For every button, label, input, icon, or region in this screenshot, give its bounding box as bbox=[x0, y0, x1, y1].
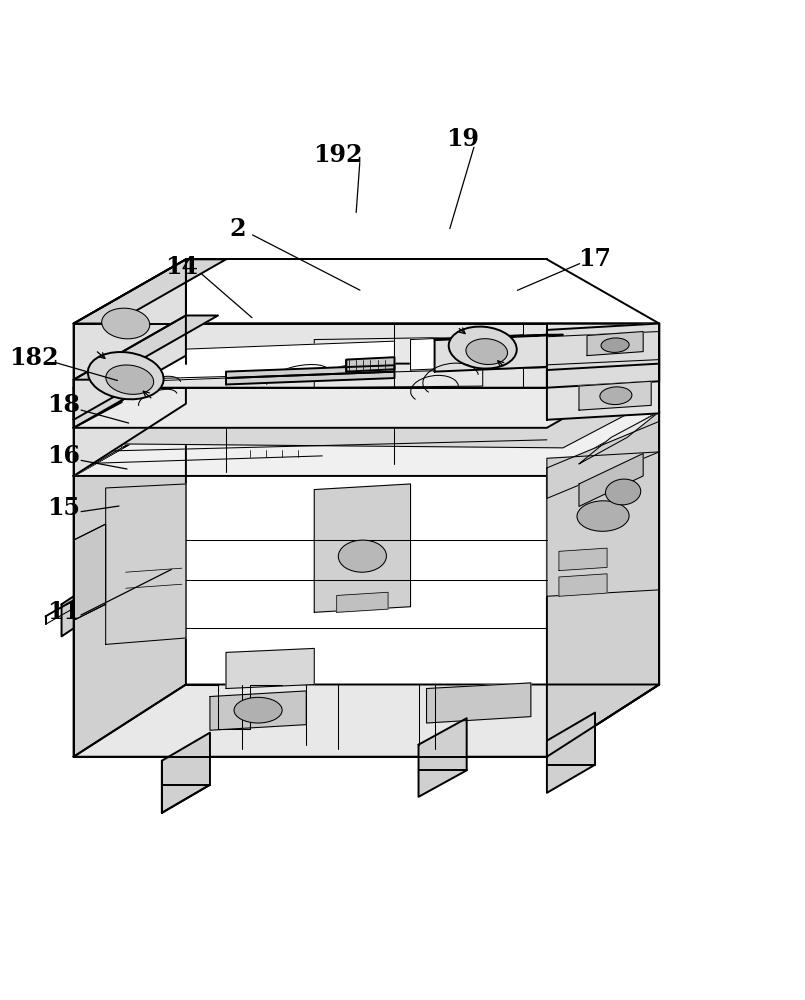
Polygon shape bbox=[226, 372, 394, 384]
Text: 18: 18 bbox=[47, 393, 80, 417]
Polygon shape bbox=[73, 362, 122, 428]
Polygon shape bbox=[547, 713, 595, 793]
Ellipse shape bbox=[466, 339, 507, 365]
Text: 182: 182 bbox=[9, 346, 58, 370]
Ellipse shape bbox=[88, 352, 163, 399]
Polygon shape bbox=[226, 648, 314, 689]
Polygon shape bbox=[547, 412, 659, 757]
Polygon shape bbox=[210, 691, 306, 730]
Polygon shape bbox=[226, 365, 394, 378]
Text: 2: 2 bbox=[229, 217, 246, 241]
Ellipse shape bbox=[605, 479, 641, 505]
Ellipse shape bbox=[105, 365, 154, 394]
Polygon shape bbox=[130, 336, 659, 388]
Polygon shape bbox=[579, 381, 651, 410]
Polygon shape bbox=[547, 364, 659, 420]
Polygon shape bbox=[73, 324, 659, 428]
Text: 11: 11 bbox=[47, 600, 80, 624]
Polygon shape bbox=[73, 412, 186, 757]
Polygon shape bbox=[73, 315, 186, 420]
Polygon shape bbox=[435, 335, 563, 340]
Ellipse shape bbox=[577, 501, 630, 531]
Polygon shape bbox=[559, 574, 607, 596]
Polygon shape bbox=[162, 733, 210, 813]
Text: 19: 19 bbox=[446, 127, 479, 151]
Polygon shape bbox=[114, 412, 627, 448]
Ellipse shape bbox=[338, 540, 386, 572]
Ellipse shape bbox=[448, 327, 517, 369]
Polygon shape bbox=[314, 484, 411, 612]
Polygon shape bbox=[73, 524, 105, 620]
Polygon shape bbox=[427, 683, 530, 723]
Polygon shape bbox=[73, 364, 659, 428]
Ellipse shape bbox=[101, 308, 150, 339]
Text: 15: 15 bbox=[47, 496, 80, 520]
Polygon shape bbox=[73, 315, 218, 380]
Polygon shape bbox=[105, 484, 186, 644]
Polygon shape bbox=[559, 548, 607, 571]
Polygon shape bbox=[336, 592, 388, 612]
Polygon shape bbox=[73, 324, 659, 388]
Polygon shape bbox=[73, 412, 659, 476]
Polygon shape bbox=[61, 596, 73, 636]
Ellipse shape bbox=[234, 697, 283, 723]
Polygon shape bbox=[587, 332, 643, 356]
Text: 192: 192 bbox=[314, 143, 363, 167]
Polygon shape bbox=[411, 335, 522, 370]
Polygon shape bbox=[73, 420, 122, 476]
Polygon shape bbox=[539, 332, 659, 365]
Polygon shape bbox=[435, 335, 547, 372]
Ellipse shape bbox=[600, 387, 632, 405]
Ellipse shape bbox=[601, 338, 630, 352]
Polygon shape bbox=[142, 341, 394, 381]
Polygon shape bbox=[73, 259, 226, 324]
Text: 17: 17 bbox=[579, 247, 612, 271]
Polygon shape bbox=[579, 453, 643, 506]
Text: 14: 14 bbox=[165, 255, 198, 279]
Polygon shape bbox=[547, 324, 659, 388]
Polygon shape bbox=[73, 259, 186, 388]
Polygon shape bbox=[547, 421, 659, 498]
Text: 16: 16 bbox=[47, 444, 80, 468]
Polygon shape bbox=[547, 452, 659, 596]
Polygon shape bbox=[73, 685, 659, 757]
Polygon shape bbox=[346, 357, 394, 372]
Polygon shape bbox=[73, 364, 186, 476]
Polygon shape bbox=[579, 412, 659, 464]
Polygon shape bbox=[419, 718, 467, 797]
